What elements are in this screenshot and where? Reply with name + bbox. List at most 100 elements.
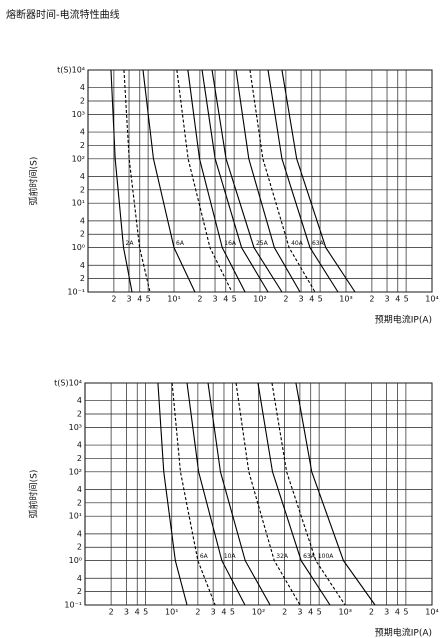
x-tick-label: 3: [298, 295, 303, 304]
fuse-curve: [249, 69, 316, 293]
fuse-curve: [267, 69, 339, 293]
x-tick-label: 5: [146, 295, 151, 304]
fuse-curve: [281, 69, 356, 293]
x-tick-label: 10¹: [167, 295, 180, 304]
y-axis-label: 弧前时间(S): [28, 157, 40, 206]
y-tick-label: 10³: [69, 423, 82, 432]
y-axis-label: 弧前时间(S): [28, 470, 40, 519]
x-tick-label: 10³: [339, 608, 352, 617]
x-tick-label: 3: [212, 295, 217, 304]
fuse-curve: [157, 382, 188, 606]
x-tick-label: 4: [308, 608, 313, 617]
x-tick-label: 10²: [253, 295, 266, 304]
y-tick-label: 10¹: [69, 512, 82, 521]
y-tick-label: 10²: [69, 467, 82, 476]
fuse-curve: [207, 382, 271, 606]
y-tick-label: 2: [80, 230, 85, 239]
y-tick-label: 2: [80, 274, 85, 283]
x-tick-label: 3: [211, 608, 216, 617]
curve-label: 6A: [200, 553, 209, 560]
y-tick-label: 4: [80, 172, 85, 181]
y-tick-label: 4: [77, 485, 82, 494]
y-tick-label: 10²: [72, 154, 85, 163]
x-tick-label: 2: [195, 608, 200, 617]
curve-label: 63A: [303, 553, 316, 560]
fuse-curve: [142, 69, 196, 293]
x-tick-label: 2: [369, 608, 374, 617]
x-tick-label: 5: [230, 608, 235, 617]
fuse-curve: [271, 382, 346, 606]
fuse-curve: [257, 382, 331, 606]
y-tick-label: 2: [77, 454, 82, 463]
x-tick-label: 10³: [339, 295, 352, 304]
x-tick-label: 4: [395, 608, 400, 617]
x-tick-label: 2: [369, 295, 374, 304]
x-tick-label: 3: [124, 608, 129, 617]
x-tick-label: 2: [111, 295, 116, 304]
x-tick-label: 2: [197, 295, 202, 304]
curve-label: 16A: [224, 240, 237, 247]
fuse-curve: [176, 69, 233, 293]
y-tick-label: 10³: [72, 110, 85, 119]
x-tick-label: 3: [126, 295, 131, 304]
x-tick-label: 2: [283, 295, 288, 304]
y-tick-label: 4: [77, 574, 82, 583]
fuse-curve: [201, 69, 269, 293]
fuse-curve: [295, 382, 376, 606]
x-tick-label: 4: [395, 295, 400, 304]
curve-label: 63A: [312, 240, 325, 247]
x-tick-label: 5: [318, 295, 323, 304]
x-axis-label: 预期电流IP(A): [375, 314, 432, 326]
x-tick-label: 4: [135, 608, 140, 617]
curve-label: 2A: [126, 240, 135, 247]
fuse-curve: [110, 69, 133, 293]
y-tick-label: 4: [77, 529, 82, 538]
y-tick-label: 4: [77, 396, 82, 405]
x-tick-label: 4: [309, 295, 314, 304]
fuse-curve: [235, 69, 301, 293]
y-tick-label: 10⁻¹: [67, 288, 85, 297]
x-tick-label: 10⁴: [425, 608, 438, 617]
y-tick-label: 2: [77, 543, 82, 552]
curve-label: 25A: [256, 240, 269, 247]
curve-label: 40A: [291, 240, 304, 247]
y-tick-label: 2: [77, 410, 82, 419]
y-tick-label: 2: [77, 587, 82, 596]
y-tick-label: 10⁰: [69, 556, 82, 565]
y-tick-label: 10⁰: [72, 243, 85, 252]
x-tick-label: 10¹: [165, 608, 178, 617]
curve-label: 6A: [176, 240, 185, 247]
y-tick-label: t(S)10⁴: [54, 379, 82, 388]
x-tick-label: 5: [404, 295, 409, 304]
x-tick-label: 4: [223, 295, 228, 304]
y-tick-label: t(S)10⁴: [57, 66, 85, 75]
x-tick-label: 5: [317, 608, 322, 617]
y-tick-label: 4: [80, 216, 85, 225]
page-title: 熔断器时间-电流特性曲线: [6, 8, 120, 21]
x-tick-label: 5: [143, 608, 148, 617]
y-tick-label: 4: [80, 128, 85, 137]
x-tick-label: 2: [109, 608, 114, 617]
y-tick-label: 10¹: [72, 199, 85, 208]
y-tick-label: 2: [80, 185, 85, 194]
y-tick-label: 4: [77, 441, 82, 450]
fuse-curve: [235, 382, 301, 606]
y-tick-label: 2: [80, 141, 85, 150]
x-tick-label: 10²: [252, 608, 265, 617]
x-tick-label: 2: [282, 608, 287, 617]
curve-label: 10A: [224, 553, 237, 560]
fuse-curve: [211, 69, 283, 293]
fuse-curve: [123, 69, 151, 293]
y-tick-label: 2: [77, 498, 82, 507]
y-tick-label: 2: [80, 97, 85, 106]
x-tick-label: 3: [297, 608, 302, 617]
curve-label: 100A: [318, 553, 334, 560]
x-tick-label: 4: [221, 608, 226, 617]
x-tick-label: 5: [232, 295, 237, 304]
y-tick-label: 4: [80, 261, 85, 270]
x-tick-label: 10⁴: [425, 295, 438, 304]
y-tick-label: 10⁻¹: [64, 601, 82, 610]
curve-label: 32A: [276, 553, 289, 560]
x-tick-label: 3: [384, 608, 389, 617]
